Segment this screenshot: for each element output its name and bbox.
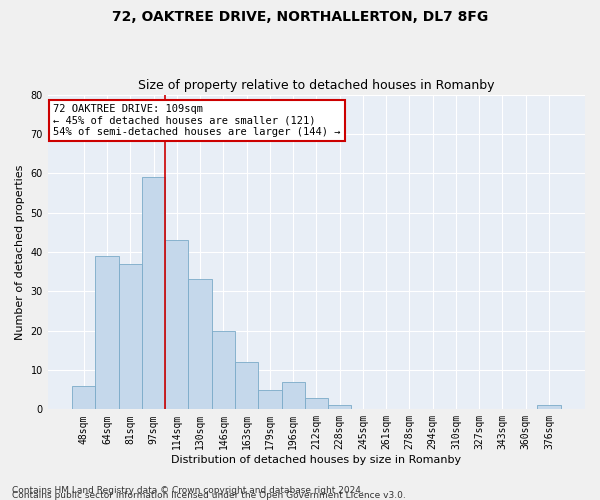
Title: Size of property relative to detached houses in Romanby: Size of property relative to detached ho… <box>138 79 494 92</box>
Bar <box>305 398 328 409</box>
Text: Contains HM Land Registry data © Crown copyright and database right 2024.: Contains HM Land Registry data © Crown c… <box>12 486 364 495</box>
Bar <box>119 264 142 410</box>
Bar <box>212 330 235 409</box>
Y-axis label: Number of detached properties: Number of detached properties <box>15 164 25 340</box>
Text: Contains public sector information licensed under the Open Government Licence v3: Contains public sector information licen… <box>12 491 406 500</box>
Text: 72 OAKTREE DRIVE: 109sqm
← 45% of detached houses are smaller (121)
54% of semi-: 72 OAKTREE DRIVE: 109sqm ← 45% of detach… <box>53 104 341 137</box>
Bar <box>235 362 258 410</box>
Bar <box>188 280 212 409</box>
Bar <box>328 406 351 409</box>
Text: 72, OAKTREE DRIVE, NORTHALLERTON, DL7 8FG: 72, OAKTREE DRIVE, NORTHALLERTON, DL7 8F… <box>112 10 488 24</box>
Bar <box>165 240 188 410</box>
Bar <box>258 390 281 409</box>
Bar <box>538 406 560 409</box>
X-axis label: Distribution of detached houses by size in Romanby: Distribution of detached houses by size … <box>172 455 461 465</box>
Bar <box>142 177 165 410</box>
Bar <box>281 382 305 409</box>
Bar <box>95 256 119 410</box>
Bar <box>72 386 95 409</box>
